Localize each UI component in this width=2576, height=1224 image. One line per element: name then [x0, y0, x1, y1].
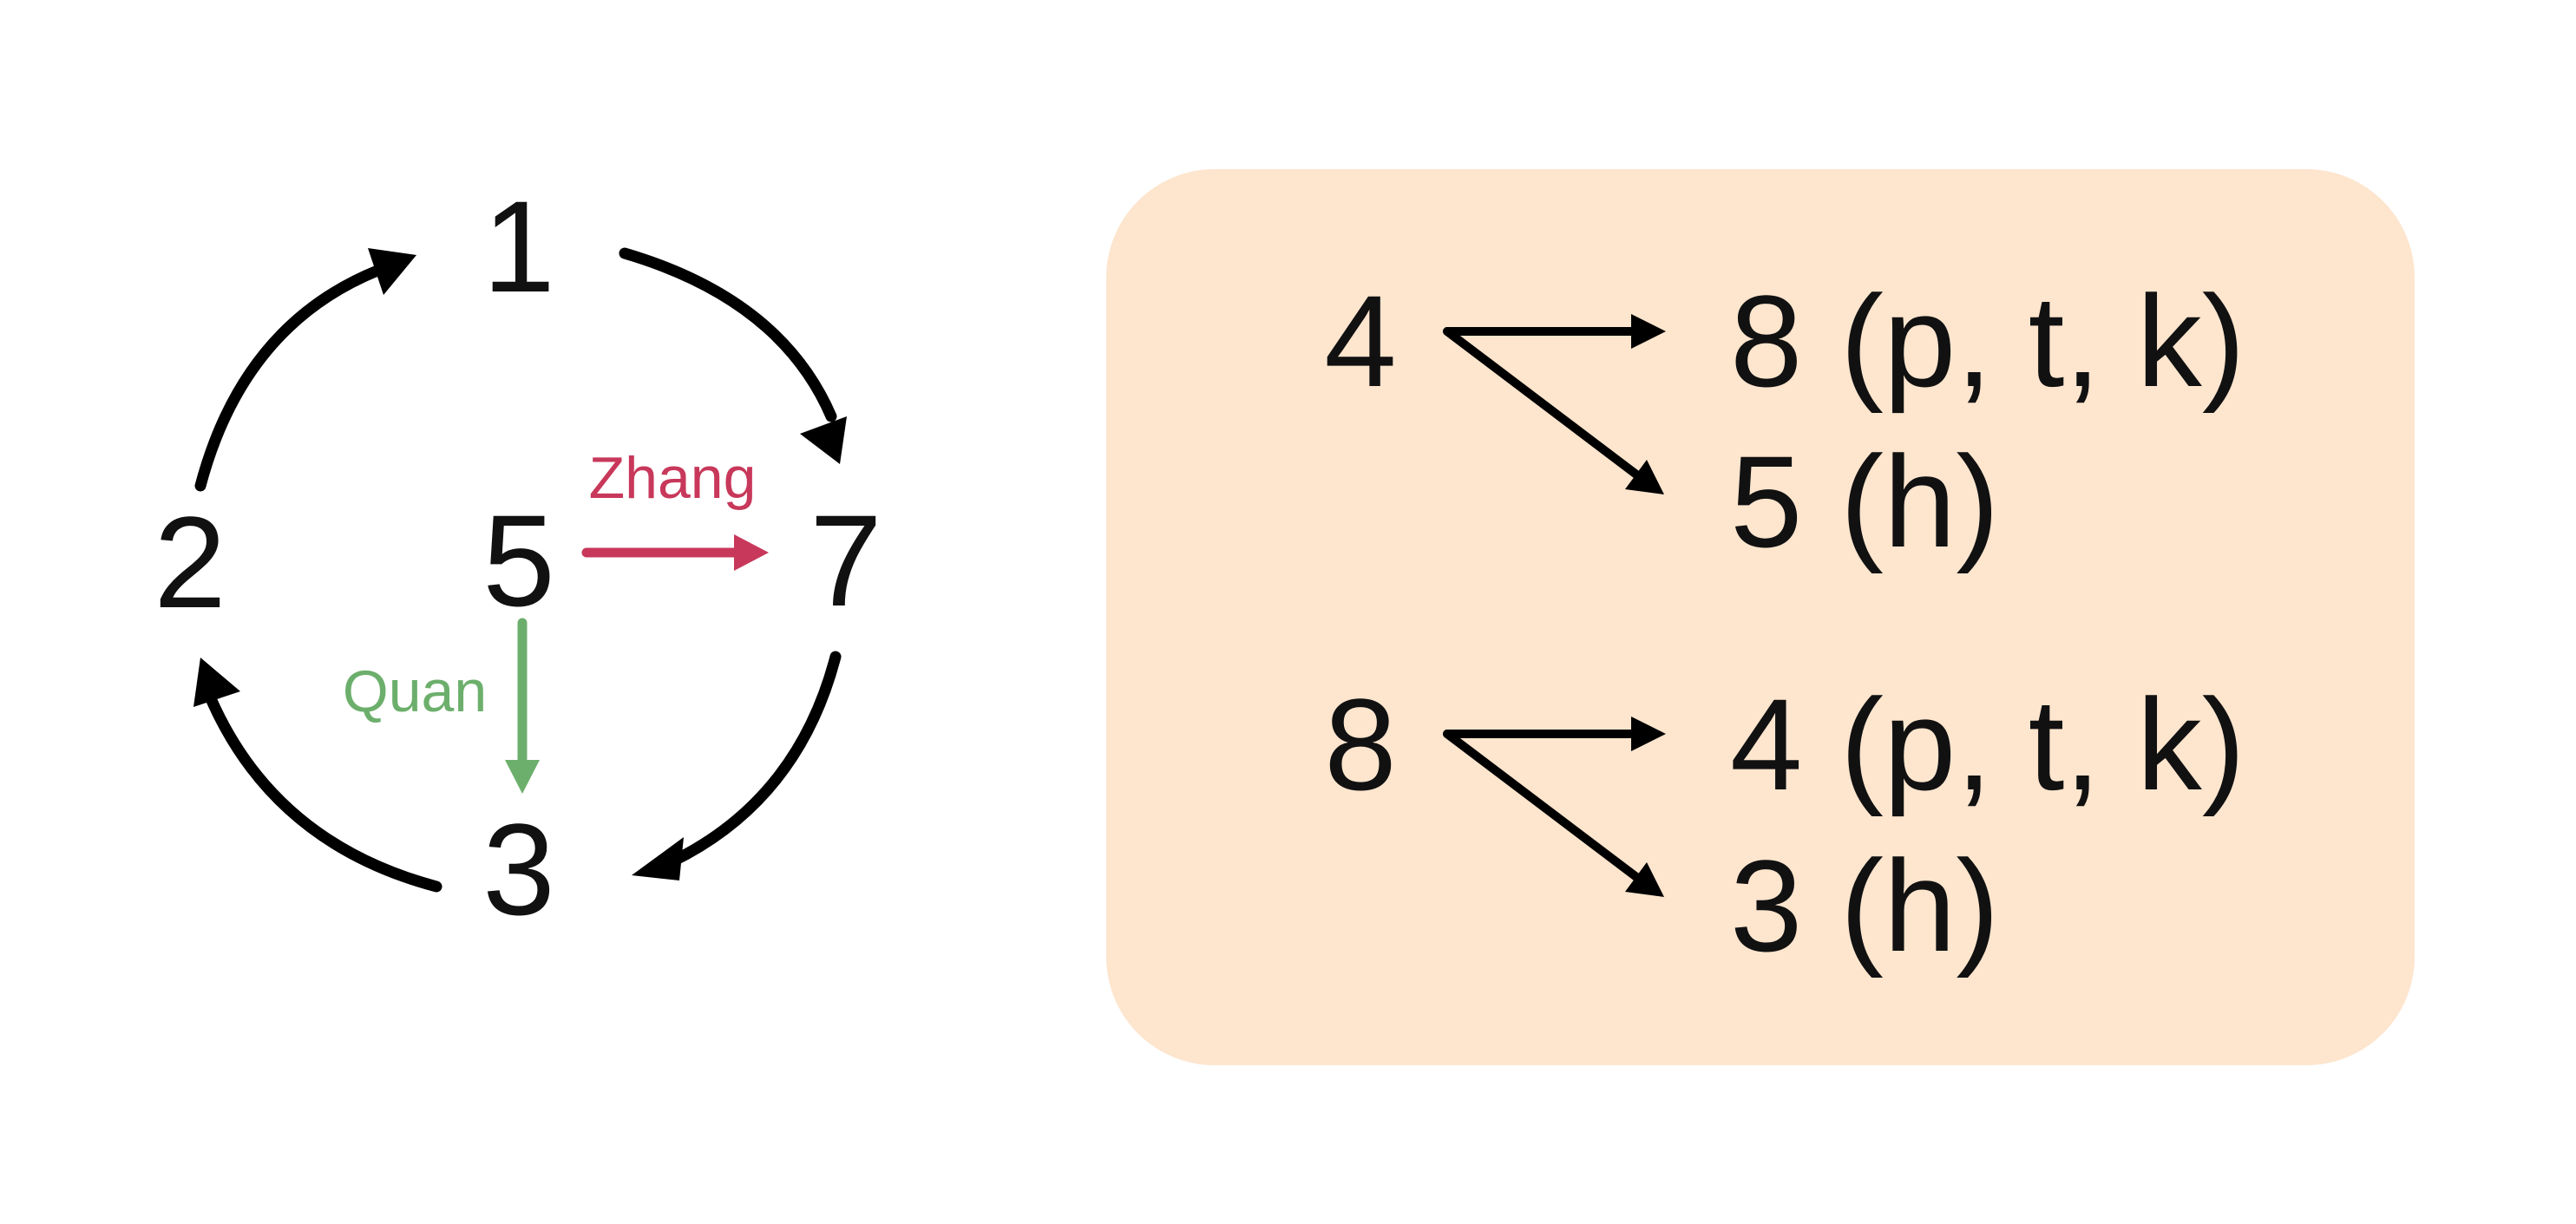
rule-2-target-2-condition: (h)	[1840, 833, 1999, 979]
rule-1: 4 8 (p, t, k) 5 (h)	[1324, 268, 2245, 574]
quan-label: Quan	[343, 658, 487, 724]
rule-1-arrowhead-upper	[1631, 314, 1666, 349]
rule-2-target-1-condition: (p, t, k)	[1840, 671, 2245, 817]
tone-node-left: 2	[154, 489, 226, 635]
zhang-arrowhead	[734, 534, 769, 571]
arc-2-to-1	[194, 265, 383, 492]
rule-1-arrow-lower	[1443, 327, 1644, 481]
rule-1-target-1-condition: (p, t, k)	[1840, 268, 2245, 414]
tone-cycle: Zhang Quan 1 2 5 7 3	[154, 173, 882, 942]
rule-2-target-1-tone: 4	[1730, 671, 1802, 817]
arrowhead-2-to-1	[368, 248, 416, 295]
rule-1-target-2-tone: 5	[1730, 429, 1802, 574]
rule-2-source: 8	[1324, 671, 1396, 817]
rule-2-target-2-tone: 3	[1730, 833, 1802, 979]
tone-node-bottom: 3	[482, 796, 554, 942]
zhang-label: Zhang	[589, 445, 757, 511]
tone-node-right: 7	[810, 488, 882, 633]
arrowhead-3-to-2	[193, 658, 240, 707]
arc-3-to-2	[204, 691, 442, 893]
rule-1-target-2-condition: (h)	[1840, 429, 1999, 574]
tone-node-top: 1	[482, 173, 554, 319]
rule-1-arrowhead-lower	[1625, 460, 1664, 494]
arc-1-to-7	[619, 247, 837, 422]
arc-7-to-3	[666, 651, 842, 867]
rule-1-target-1-tone: 8	[1730, 268, 1802, 414]
rule-2-arrowhead-upper	[1631, 717, 1666, 751]
rule-2-arrow-lower	[1443, 730, 1644, 884]
rule-2: 8 4 (p, t, k) 3 (h)	[1324, 671, 2245, 979]
rule-2-arrowhead-lower	[1625, 862, 1664, 897]
arrowhead-1-to-7	[800, 416, 847, 464]
arrowhead-7-to-3	[632, 837, 684, 880]
rules-panel-background	[1106, 169, 2415, 1065]
rules-panel: 4 8 (p, t, k) 5 (h) 8 4 (p, t, k) 3 (h)	[1106, 169, 2415, 1065]
rule-1-source: 4	[1324, 268, 1396, 414]
tone-node-center: 5	[482, 488, 554, 633]
quan-arrowhead	[505, 760, 540, 794]
